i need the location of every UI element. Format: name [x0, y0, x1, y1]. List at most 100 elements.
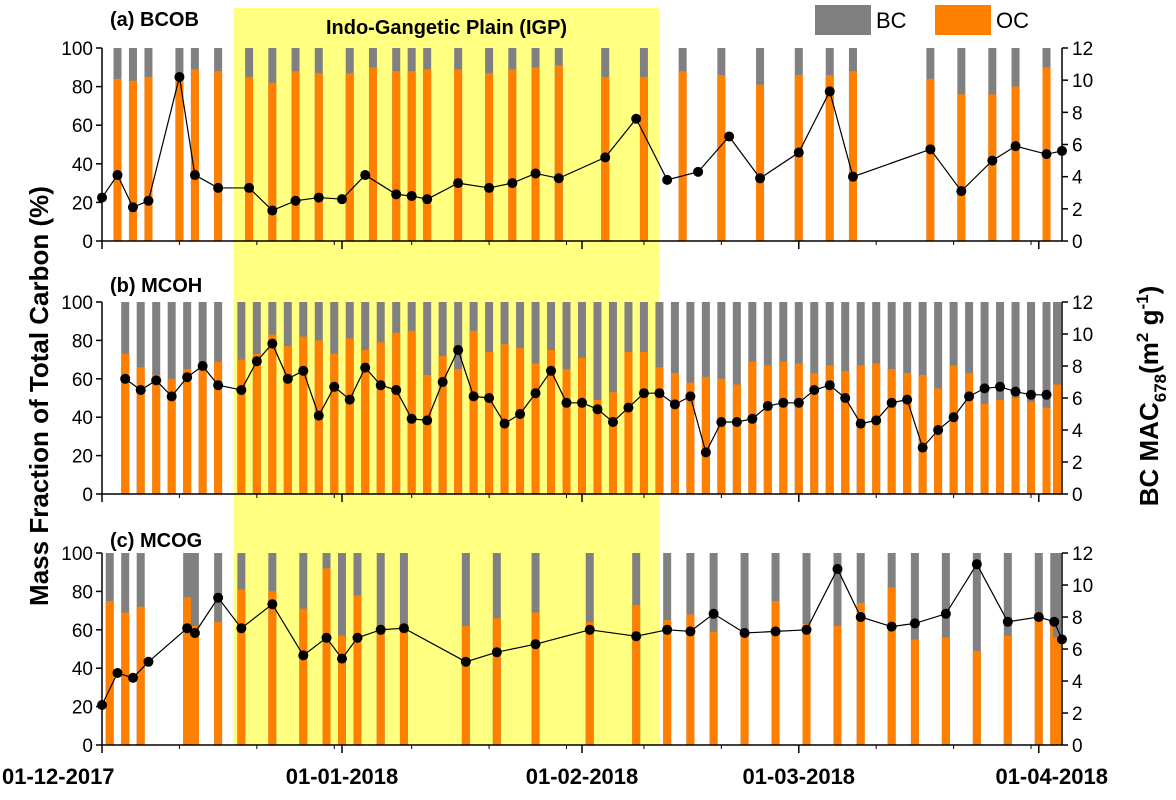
bar-oc-3-2	[136, 606, 145, 745]
bar-oc-2-52	[934, 388, 943, 494]
left-tick-label-1-80: 80	[72, 78, 93, 99]
mac-point-2-26	[530, 388, 541, 399]
mac-point-1-30	[925, 144, 936, 155]
mac-point-2-36	[685, 391, 696, 402]
mac-point-2-31	[607, 417, 618, 427]
bar-oc-1-21	[639, 76, 648, 241]
mac-line-3	[101, 563, 1063, 706]
left-tick-label-2-80: 80	[72, 331, 93, 352]
bar-oc-2-35	[670, 373, 679, 494]
mac-point-3-11	[337, 653, 347, 664]
bar-oc-3-28	[910, 639, 919, 745]
right-tick-label-1-8: 8	[1072, 103, 1083, 124]
mac-point-1-4	[174, 71, 185, 82]
mac-point-2-47	[855, 418, 866, 429]
mac-point-2-13	[329, 381, 340, 392]
bar-oc-2-59	[1042, 407, 1051, 494]
right-tick-label-2-10: 10	[1072, 325, 1093, 346]
bar-oc-3-13	[399, 624, 408, 745]
right-tick-label-2-4: 4	[1072, 421, 1083, 442]
mac-point-3-2	[127, 672, 138, 683]
mac-point-1-15	[422, 194, 433, 205]
panel-1: 0 20 40 60 80 100 0 2 4 6 8 10 12 (a) BCOB	[61, 9, 1093, 253]
bar-oc-3-24	[802, 624, 811, 745]
mac-point-1-28	[824, 86, 835, 97]
mac-point-1-26	[755, 173, 766, 184]
mac-point-1-7	[244, 182, 255, 193]
mac-point-3-9	[298, 650, 309, 661]
bar-oc-1-6	[245, 76, 254, 241]
bar-oc-2-6	[214, 361, 223, 494]
bar-oc-3-34	[1053, 637, 1061, 745]
mac-point-1-32	[987, 155, 998, 166]
bar-oc-3-9	[322, 568, 331, 745]
mac-point-2-28	[561, 397, 572, 408]
mac-point-3-21	[685, 626, 696, 637]
mac-point-2-37	[700, 447, 711, 458]
bar-oc-3-3	[183, 597, 192, 745]
bar-oc-2-31	[608, 392, 617, 494]
mac-point-2-46	[840, 393, 851, 403]
bar-oc-2-56	[996, 399, 1005, 494]
bar-oc-2-36	[686, 382, 695, 494]
legend-swatch-oc	[935, 5, 991, 35]
mac-point-2-35	[669, 399, 680, 410]
bar-oc-3-11	[353, 595, 362, 745]
mac-point-3-4	[182, 623, 193, 634]
bar-oc-3-15	[492, 618, 501, 745]
y-right-mid: g	[1134, 310, 1164, 333]
panel-label-2: (b) MCOH	[110, 275, 202, 297]
bar-oc-2-4	[183, 369, 192, 494]
bar-oc-2-5	[198, 363, 207, 494]
mac-point-2-43	[793, 397, 804, 408]
mac-point-2-19	[422, 415, 433, 426]
bar-oc-3-0	[105, 601, 114, 745]
mac-point-2-0	[120, 373, 131, 384]
x-tick-label-0: 01-12-2017	[2, 764, 115, 789]
mac-point-1-3	[143, 195, 154, 206]
bar-oc-2-38	[717, 378, 726, 494]
bar-oc-3-7	[268, 591, 277, 745]
mac-point-1-23	[662, 174, 673, 185]
right-tick-label-2-8: 8	[1072, 357, 1083, 378]
mac-point-2-44	[809, 385, 820, 395]
bar-oc-3-16	[531, 612, 540, 745]
mac-point-1-22	[631, 113, 642, 124]
bar-oc-1-10	[345, 73, 354, 241]
x-tick-label-121: 01-04-2018	[995, 764, 1108, 789]
bar-oc-2-33	[639, 351, 648, 494]
bar-oc-2-23	[485, 351, 494, 494]
mac-point-2-30	[592, 404, 603, 415]
legend-swatch-bc	[815, 5, 871, 35]
left-tick-label-3-80: 80	[72, 582, 93, 603]
bar-oc-2-9	[268, 334, 277, 494]
mac-point-2-38	[716, 417, 727, 427]
bar-oc-2-57	[1011, 398, 1020, 494]
right-tick-label-3-0: 0	[1072, 736, 1083, 757]
bar-oc-2-17	[392, 332, 401, 494]
mac-point-2-45	[824, 380, 835, 391]
left-tick-label-2-0: 0	[82, 485, 93, 506]
mac-point-2-57	[1010, 386, 1021, 397]
mac-point-3-7	[236, 623, 247, 634]
y-axis-title-left: Mass Fraction of Total Carbon (%)	[24, 186, 54, 606]
bar-oc-3-31	[1003, 635, 1012, 745]
x-tick-label-31: 01-01-2018	[286, 764, 399, 789]
y-right-close: )	[1134, 286, 1164, 295]
y-right-sup2: -1	[1133, 294, 1152, 309]
right-tick-label-2-12: 12	[1072, 293, 1093, 314]
mac-point-1-6	[213, 182, 224, 193]
left-tick-label-2-40: 40	[72, 408, 93, 429]
left-tick-label-3-20: 20	[72, 698, 93, 719]
mac-point-2-24	[499, 418, 510, 429]
right-tick-label-1-0: 0	[1072, 232, 1083, 253]
left-tick-label-3-0: 0	[82, 736, 93, 757]
right-tick-label-2-0: 0	[1072, 485, 1083, 506]
bar-oc-1-3	[175, 76, 184, 241]
mac-point-3-22	[708, 608, 719, 619]
mac-point-2-49	[886, 397, 897, 408]
bar-oc-3-27	[887, 587, 896, 745]
mac-point-3-24	[770, 626, 781, 637]
bar-oc-2-10	[283, 346, 292, 494]
